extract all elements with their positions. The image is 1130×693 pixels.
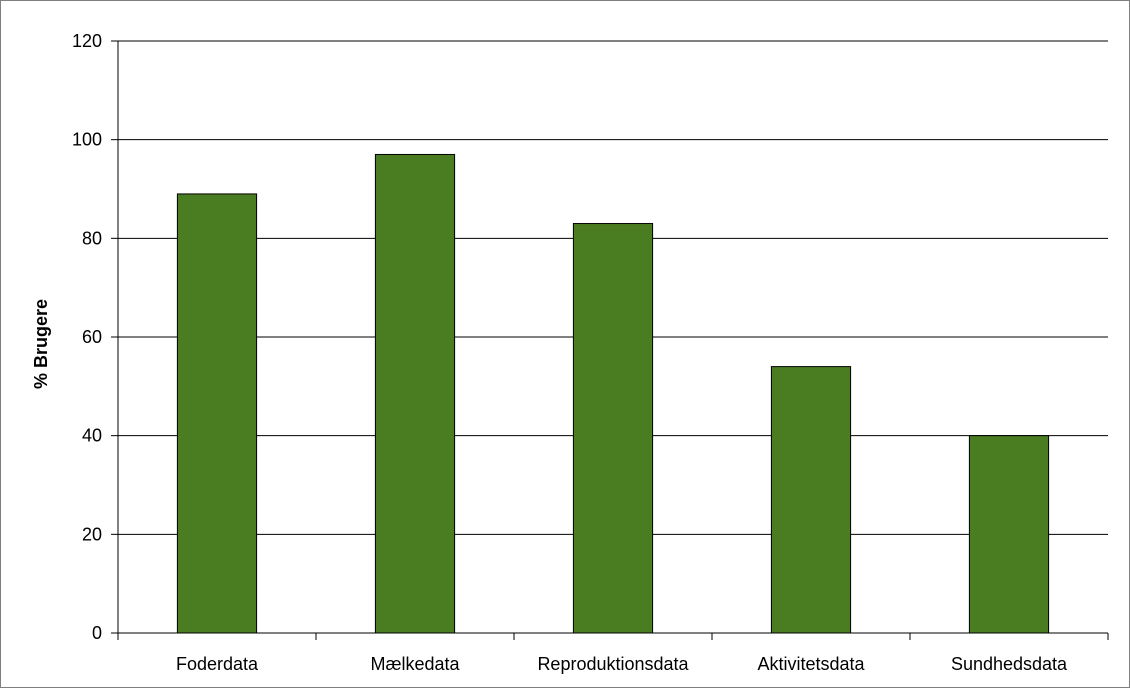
x-tick-labels: Foderdata Mælkedata Reproduktionsdata Aktiv… [176,654,1068,674]
y-tick-label: 60 [82,327,102,347]
y-tick-label: 80 [82,228,102,248]
bar [770,366,852,634]
bar [968,435,1050,634]
y-tick-label: 100 [72,130,102,150]
bar [374,153,456,634]
x-tick-label: Aktivitetsdata [757,654,865,674]
y-tick-labels: 0 20 40 60 80 100 120 [72,31,102,643]
y-tick-label: 20 [82,524,102,544]
x-tick-label: Sundhedsdata [951,654,1068,674]
axes [117,41,1108,634]
y-axis-title: % Brugere [31,299,51,389]
y-tick-label: 0 [92,623,102,643]
y-tick-label: 120 [72,31,102,51]
y-tick-label: 40 [82,426,102,446]
bars [176,153,1050,634]
bar [176,193,258,634]
x-tick-label: Foderdata [176,654,259,674]
x-tick-label: Mælkedata [370,654,460,674]
x-tick-label: Reproduktionsdata [537,654,689,674]
bar [572,223,654,634]
